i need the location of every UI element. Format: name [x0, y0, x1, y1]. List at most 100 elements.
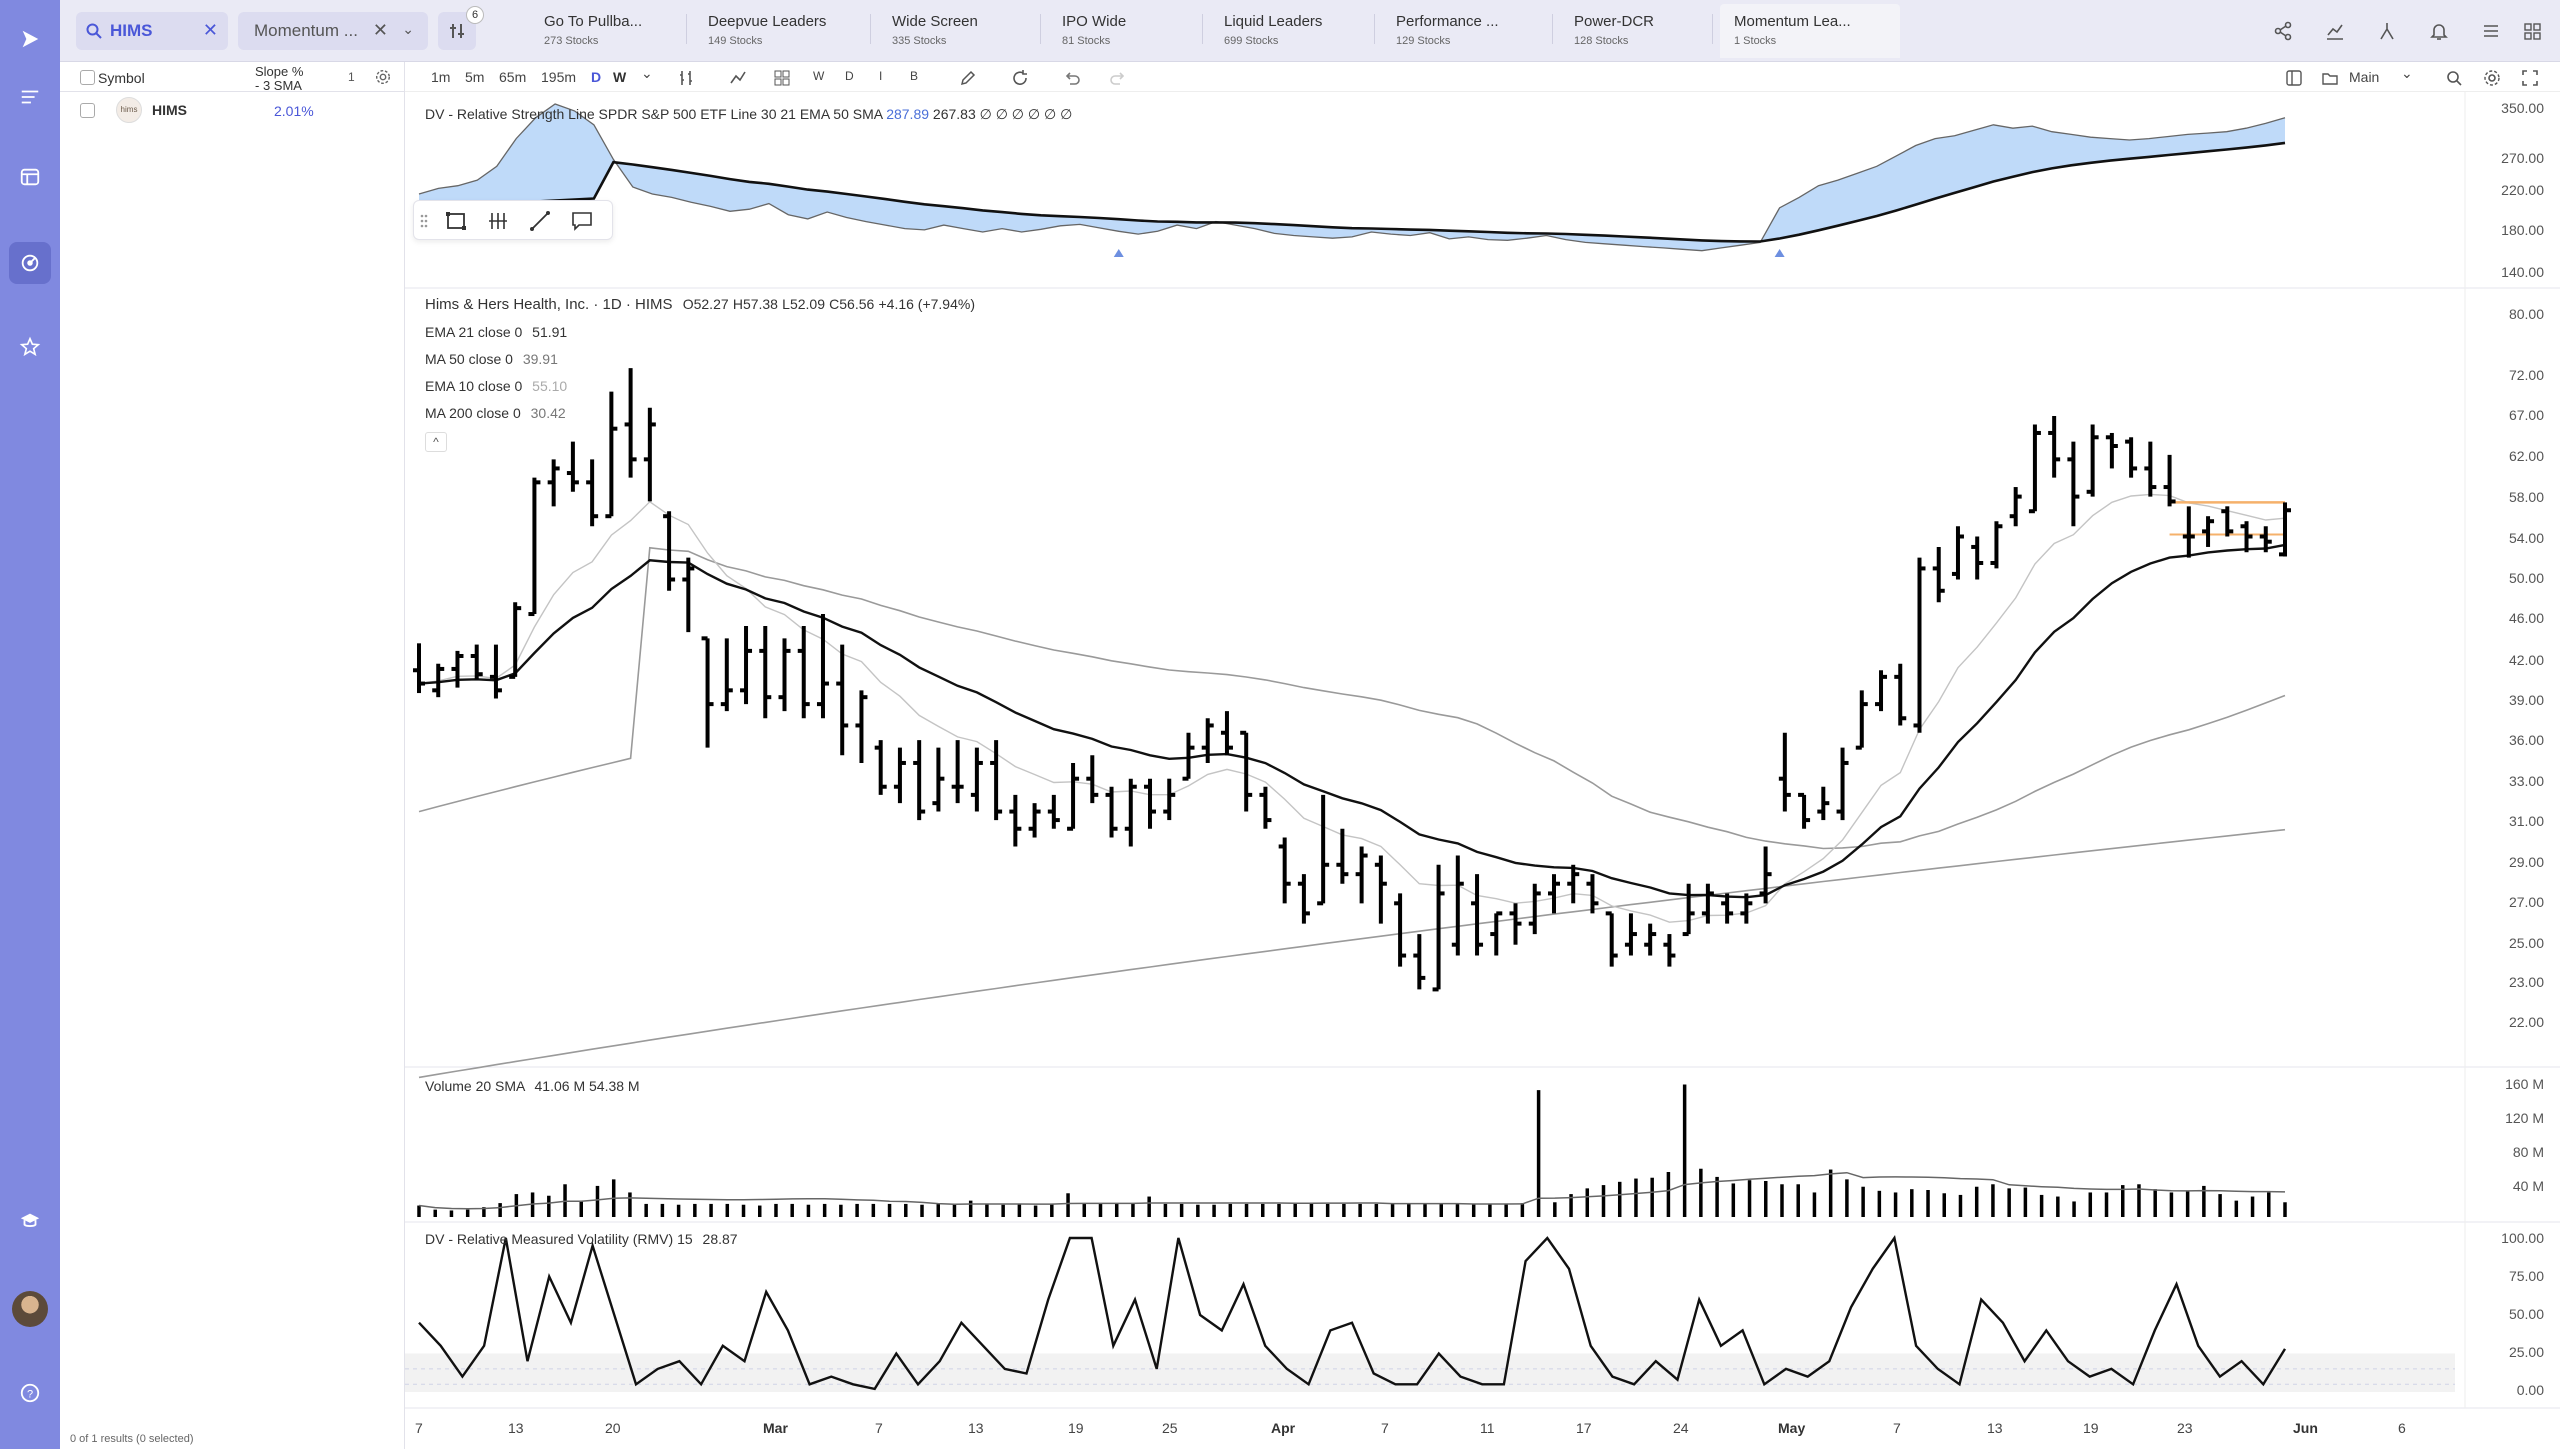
- grid-view-icon[interactable]: [2520, 18, 2546, 44]
- chart-canvas[interactable]: [405, 92, 2560, 1449]
- ohlc-bar: [1432, 864, 1445, 992]
- letter-b-button[interactable]: B: [910, 69, 919, 83]
- window-icon[interactable]: [15, 162, 45, 192]
- undo-icon[interactable]: [1063, 69, 1081, 87]
- watchlist-tab[interactable]: Go To Pullba... 273 Stocks: [530, 4, 690, 58]
- list-view-icon[interactable]: [2478, 18, 2504, 44]
- ohlc-bar: [951, 740, 964, 804]
- radar-icon[interactable]: [9, 242, 51, 284]
- interval-1m[interactable]: 1m: [431, 69, 451, 85]
- watchlist-tab-name: Deepvue Leaders: [708, 13, 827, 30]
- trendline-tool-icon[interactable]: [528, 209, 552, 233]
- volume-value2: 54.38 M: [589, 1078, 640, 1094]
- symbol-row[interactable]: hims HIMS 2.01%: [60, 92, 404, 128]
- letter-d-button[interactable]: D: [845, 69, 854, 83]
- help-icon[interactable]: ?: [15, 1378, 45, 1408]
- clear-watchlist-icon[interactable]: ✕: [372, 20, 388, 40]
- interval-d[interactable]: D: [591, 69, 602, 85]
- watchlist-tab[interactable]: Power-DCR 128 Stocks: [1560, 4, 1720, 58]
- gear-icon[interactable]: [374, 68, 392, 86]
- rs-axis-tick: 180.00: [2501, 222, 2544, 238]
- ohlc-bar: [797, 626, 810, 719]
- layout-chevron-icon[interactable]: ⌄: [2401, 65, 2413, 81]
- watchlist-dropdown[interactable]: Momentum ... ✕ ⌄: [238, 12, 428, 50]
- zoom-icon[interactable]: [2445, 69, 2463, 87]
- price-axis-tick: 25.00: [2508, 935, 2544, 951]
- user-avatar[interactable]: [12, 1291, 48, 1327]
- chevron-down-icon[interactable]: ⌄: [402, 21, 414, 37]
- date-axis-tick: Apr: [1271, 1420, 1296, 1436]
- watchlist-tab[interactable]: Performance ... 129 Stocks: [1382, 4, 1542, 58]
- interval-195m[interactable]: 195m: [541, 69, 577, 85]
- chart-area[interactable]: DV - Relative Strength Line SPDR S&P 500…: [405, 92, 2560, 1449]
- study-ema21[interactable]: EMA 21 close 0 51.91: [425, 324, 567, 340]
- ohlc-bar: [720, 638, 733, 712]
- watchlist-tab[interactable]: IPO Wide 81 Stocks: [1048, 4, 1208, 58]
- menu-icon[interactable]: [15, 82, 45, 112]
- graduation-cap-icon[interactable]: [15, 1206, 45, 1236]
- watchlist-tab[interactable]: Deepvue Leaders 149 Stocks: [694, 4, 854, 58]
- watchlist-tab[interactable]: Momentum Lea... 1 Stocks: [1720, 4, 1900, 58]
- ema10-line: [418, 493, 2286, 923]
- letter-i-button[interactable]: I: [879, 69, 883, 83]
- rs-line-legend: DV - Relative Strength Line SPDR S&P 500…: [425, 106, 1072, 123]
- ohlc-bar: [605, 391, 618, 519]
- price-axis-tick: 39.00: [2508, 692, 2544, 708]
- layout-selector[interactable]: Main: [2349, 69, 2380, 85]
- layout-icon[interactable]: [773, 69, 791, 87]
- price-axis-tick: 67.00: [2508, 407, 2544, 423]
- rmv-axis-tick: 100.00: [2501, 1230, 2544, 1246]
- interval-chevron-icon[interactable]: ⌄: [641, 65, 653, 81]
- study-ma50[interactable]: MA 50 close 0 39.91: [425, 351, 558, 367]
- rs-new-high-marker: [1113, 249, 1124, 257]
- ohlc-bar: [2105, 432, 2118, 469]
- interval-5m[interactable]: 5m: [465, 69, 485, 85]
- ohlc-bar: [528, 477, 541, 617]
- comment-tool-icon[interactable]: [570, 209, 594, 233]
- ohlc-bar: [1547, 874, 1560, 914]
- study-value: 51.91: [532, 324, 568, 340]
- ohlc-bar: [2125, 437, 2138, 478]
- pen-icon[interactable]: [959, 69, 977, 87]
- share-icon[interactable]: [2270, 18, 2296, 44]
- clear-search-icon[interactable]: ✕: [202, 20, 218, 40]
- settings-icon[interactable]: [2483, 69, 2501, 87]
- watchlist-tab-count: 149 Stocks: [708, 35, 763, 47]
- symbol-search-input[interactable]: HIMS ✕: [76, 12, 228, 50]
- bar-style-icon[interactable]: [677, 69, 695, 87]
- letter-w-button[interactable]: W: [813, 69, 825, 83]
- watchlist-tab[interactable]: Liquid Leaders 699 Stocks: [1210, 4, 1370, 58]
- bell-icon[interactable]: [2426, 18, 2452, 44]
- ohlc-bar: [816, 614, 829, 719]
- line-chart-icon[interactable]: [2322, 18, 2348, 44]
- measure-tool-icon[interactable]: [486, 209, 510, 233]
- rectangle-tool-icon[interactable]: [444, 209, 468, 233]
- ohlc-bar: [1028, 803, 1041, 838]
- rs-line-markers: ∅ ∅ ∅ ∅ ∅ ∅: [979, 106, 1073, 122]
- refresh-icon[interactable]: [1011, 69, 1029, 87]
- column-slope[interactable]: Slope %: [255, 64, 304, 79]
- ohlc-bar: [624, 368, 637, 478]
- study-ema10[interactable]: EMA 10 close 0 55.10: [425, 378, 567, 394]
- panel-icon[interactable]: [2285, 69, 2303, 87]
- ohlc-bar: [836, 644, 849, 756]
- collapse-legend-button[interactable]: ^: [425, 432, 447, 452]
- logo-play-icon[interactable]: [15, 24, 45, 54]
- row-checkbox[interactable]: [80, 103, 95, 118]
- rmv-legend: DV - Relative Measured Volatility (RMV) …: [425, 1231, 738, 1247]
- drag-handle-icon[interactable]: [418, 209, 430, 233]
- folder-icon[interactable]: [2321, 69, 2339, 87]
- fullscreen-icon[interactable]: [2521, 69, 2539, 87]
- compass-icon[interactable]: [2374, 18, 2400, 44]
- indicators-icon[interactable]: [729, 69, 747, 87]
- star-icon[interactable]: [15, 332, 45, 362]
- watchlist-tab[interactable]: Wide Screen 335 Stocks: [878, 4, 1038, 58]
- study-ma200[interactable]: MA 200 close 0 30.42: [425, 405, 566, 421]
- watchlist-tab-count: 129 Stocks: [1396, 35, 1451, 47]
- interval-w[interactable]: W: [613, 69, 627, 85]
- interval-65m[interactable]: 65m: [499, 69, 527, 85]
- redo-icon[interactable]: [1109, 69, 1127, 87]
- select-all-checkbox[interactable]: [80, 70, 95, 85]
- rmv-value: 28.87: [702, 1231, 738, 1247]
- column-symbol[interactable]: Symbol: [98, 70, 145, 86]
